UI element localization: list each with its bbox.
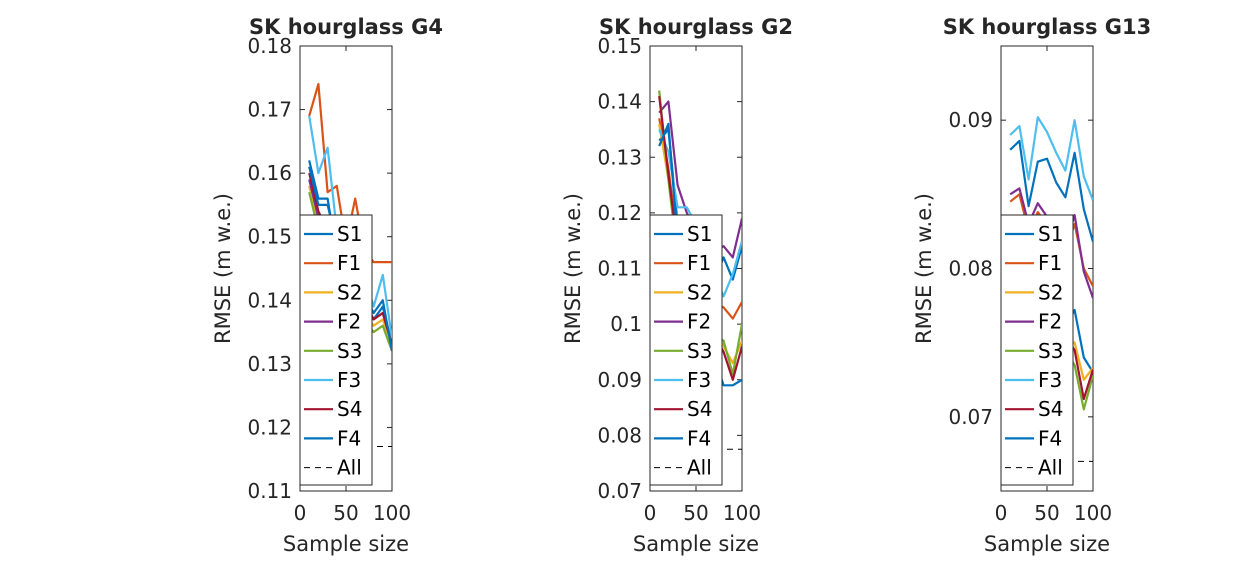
legend-label-s2: S2 [1038, 280, 1063, 304]
y-axis-label: RMSE (m w.e.) [561, 193, 585, 344]
legend: S1 F1 S2 F2 S3 F3 S4 F4 All [1000, 214, 1074, 486]
x-tick-label: 50 [1034, 501, 1059, 525]
legend-label-f3: F3 [337, 368, 361, 392]
y-tick-label: 0.15 [247, 225, 292, 249]
chart-1: 0.11 0.12 0.13 0.14 0.15 0.16 0.17 0.18 0 50 100 SK… [211, 15, 443, 556]
legend-label-s3: S3 [337, 339, 362, 363]
y-tick-label: 0.16 [247, 161, 292, 185]
x-tick-label: 50 [333, 501, 358, 525]
series-line-f4 [1009, 139, 1093, 243]
x-tick-label: 0 [644, 501, 657, 525]
y-tick-label: 0.1 [610, 312, 642, 336]
legend-label-f3: F3 [687, 368, 711, 392]
legend-label-s4: S4 [337, 397, 362, 421]
y-tick-label: 0.17 [247, 98, 292, 122]
x-tick-label: 0 [995, 501, 1008, 525]
legend-label-s1: S1 [1038, 222, 1063, 246]
legend-label-s3: S3 [1038, 339, 1063, 363]
legend-label-all: All [1038, 456, 1063, 480]
legend-label-all: All [687, 456, 712, 480]
legend-label-f2: F2 [687, 310, 711, 334]
legend-label-s1: S1 [687, 222, 712, 246]
chart-title: SK hourglass G4 [249, 15, 443, 39]
legend-label-f3: F3 [1038, 368, 1062, 392]
legend-label-f2: F2 [1038, 310, 1062, 334]
legend-label-f1: F1 [337, 251, 361, 275]
x-tick-label: 100 [1074, 501, 1112, 525]
legend: S1 F1 S2 F2 S3 F3 S4 F4 All [299, 214, 373, 486]
legend-label-s2: S2 [687, 280, 712, 304]
y-tick-label: 0.18 [247, 34, 292, 58]
legend-label-all: All [337, 456, 362, 480]
legend-label-s1: S1 [337, 222, 362, 246]
x-axis-label: Sample size [283, 532, 409, 556]
legend-label-f1: F1 [1038, 251, 1062, 275]
y-tick-label: 0.09 [948, 108, 993, 132]
x-tick-label: 100 [723, 501, 761, 525]
y-tick-label: 0.07 [597, 479, 642, 503]
x-tick-label: 0 [294, 501, 307, 525]
legend-label-f4: F4 [687, 426, 711, 450]
legend-label-s3: S3 [687, 339, 712, 363]
legend-label-s4: S4 [1038, 397, 1063, 421]
legend-label-s4: S4 [687, 397, 712, 421]
legend-label-f4: F4 [337, 426, 361, 450]
chart-3: 0.07 0.08 0.09 0 50 100 SK hourglass G13 Sample… [912, 15, 1151, 556]
x-axis-label: Sample size [633, 532, 759, 556]
y-tick-label: 0.14 [247, 288, 292, 312]
legend-label-f2: F2 [337, 310, 361, 334]
x-tick-label: 50 [683, 501, 708, 525]
chart-2: 0.07 0.08 0.09 0.1 0.11 0.12 0.13 0.14 0.15 0 50 10… [561, 15, 793, 556]
y-tick-label: 0.13 [597, 145, 642, 169]
x-axis-label: Sample size [984, 532, 1110, 556]
series-line-f3 [1009, 116, 1093, 201]
chart-title: SK hourglass G2 [599, 15, 793, 39]
y-tick-label: 0.11 [597, 257, 642, 281]
y-axis-label: RMSE (m w.e.) [912, 193, 936, 344]
y-tick-label: 0.11 [247, 479, 292, 503]
legend: S1 F1 S2 F2 S3 F3 S4 F4 All [649, 214, 723, 486]
legend-label-f4: F4 [1038, 426, 1062, 450]
y-tick-label: 0.14 [597, 90, 642, 114]
y-tick-label: 0.08 [948, 257, 993, 281]
y-tick-label: 0.12 [597, 201, 642, 225]
chart-title: SK hourglass G13 [943, 15, 1152, 39]
x-tick-label: 100 [373, 501, 411, 525]
y-tick-label: 0.07 [948, 405, 993, 429]
y-tick-label: 0.08 [597, 423, 642, 447]
legend-label-s2: S2 [337, 280, 362, 304]
y-axis-label: RMSE (m w.e.) [211, 193, 235, 344]
y-tick-label: 0.15 [597, 34, 642, 58]
y-tick-label: 0.12 [247, 415, 292, 439]
legend-label-f1: F1 [687, 251, 711, 275]
y-tick-label: 0.13 [247, 352, 292, 376]
y-tick-label: 0.09 [597, 368, 642, 392]
